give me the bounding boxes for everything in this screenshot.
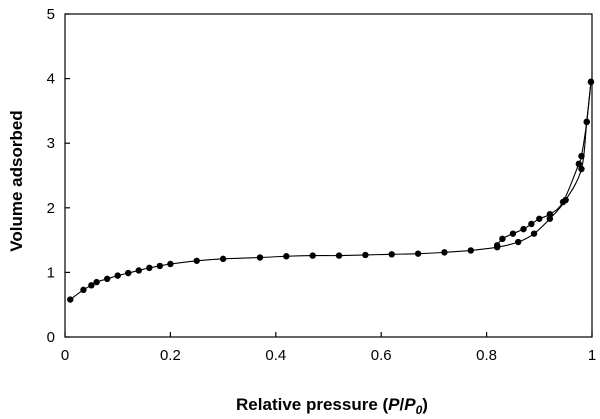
series-1-point xyxy=(414,250,422,257)
plot-frame xyxy=(64,13,593,338)
y-tick-label: 1 xyxy=(47,264,55,281)
y-axis-title: Volume adsorbed xyxy=(7,110,26,251)
series-2-point xyxy=(583,118,590,126)
x-tick-label: 0.4 xyxy=(265,347,286,364)
series-2-point xyxy=(578,152,585,160)
x-axis-title-slash: / xyxy=(400,395,405,414)
y-tick-label: 4 xyxy=(47,71,55,88)
series-1-point xyxy=(114,272,121,279)
x-tick-label: 0.2 xyxy=(160,347,181,364)
series-1-point xyxy=(80,286,87,294)
y-tick-label: 0 xyxy=(47,329,55,346)
series-1-point xyxy=(93,278,100,286)
series-1-point xyxy=(335,252,343,259)
series-2-point xyxy=(559,198,567,206)
series-1-point xyxy=(67,296,74,303)
series-1-point xyxy=(193,257,200,264)
y-tick-label: 3 xyxy=(47,135,55,152)
series-2-point xyxy=(520,225,527,233)
x-tick-label: 1 xyxy=(588,347,596,364)
series-layer xyxy=(67,78,595,303)
x-axis-title: Relative pressure (P/P0) xyxy=(236,395,428,417)
x-tick-label: 0 xyxy=(61,347,69,364)
series-1-point xyxy=(156,262,164,270)
x-tick-label: 0.6 xyxy=(371,347,392,364)
series-1-point xyxy=(256,254,264,261)
series-2-point xyxy=(536,215,543,222)
x-axis-title-sub: 0 xyxy=(416,403,423,417)
series-2-point xyxy=(509,230,517,237)
series-1-point xyxy=(146,264,153,272)
series-1-point xyxy=(283,253,290,260)
series-1-point xyxy=(219,255,227,263)
y-tick-label: 5 xyxy=(47,6,55,23)
series-1-point xyxy=(309,252,316,259)
axes: 0 1 2 3 4 5 0 0.2 0.4 0.6 0.8 1 xyxy=(47,6,597,364)
series-1-point xyxy=(135,267,142,274)
x-axis-title-var1: P xyxy=(388,395,400,414)
x-axis-title-var2: P xyxy=(404,395,416,414)
y-tick-label: 2 xyxy=(47,200,55,217)
series-1-point xyxy=(362,251,369,259)
series-1-point xyxy=(467,247,474,254)
series-1-point xyxy=(388,251,395,258)
series-1-point xyxy=(103,275,111,283)
series-2-point xyxy=(528,220,535,228)
series-1-point xyxy=(125,269,132,277)
series-1-point xyxy=(88,282,95,289)
series-1-point xyxy=(530,230,538,237)
series-1-point xyxy=(167,260,174,268)
series-2-point xyxy=(587,78,595,86)
series-2-point xyxy=(546,211,554,218)
x-tick-label: 0.8 xyxy=(476,347,497,364)
series-1-point xyxy=(441,249,448,256)
x-axis-title-prefix: Relative pressure ( xyxy=(236,395,388,414)
series-2-point xyxy=(493,242,501,249)
x-axis-title-suffix: ) xyxy=(422,395,428,414)
series-2-point xyxy=(499,235,506,243)
series-1-point xyxy=(578,165,585,173)
series-1-point xyxy=(546,215,554,222)
series-1-point xyxy=(515,238,522,246)
series-2-point xyxy=(575,160,583,168)
